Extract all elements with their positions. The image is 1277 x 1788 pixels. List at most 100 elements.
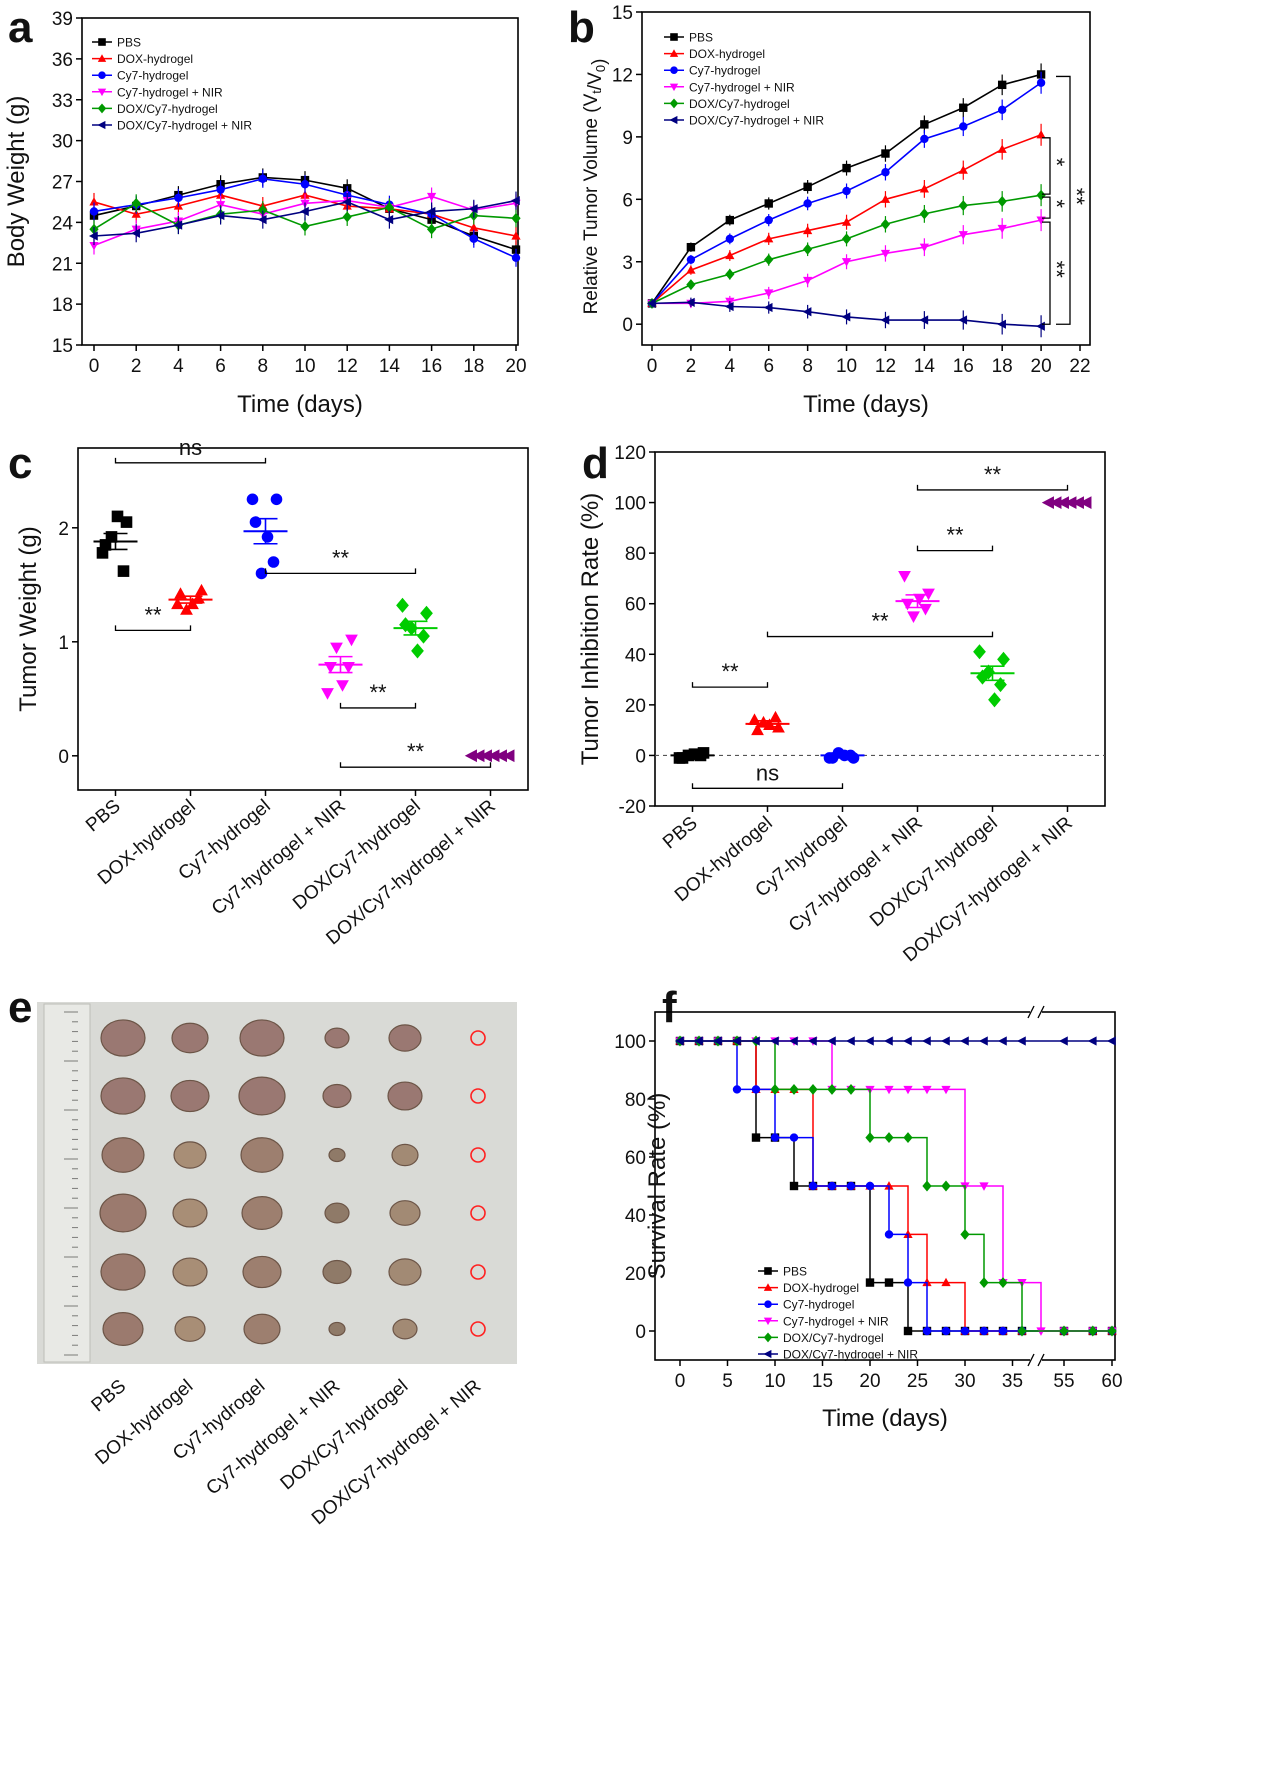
- e-tumor: [171, 1022, 209, 1054]
- c-data-point: [261, 531, 274, 543]
- e-ruler: [43, 1003, 91, 1363]
- b-y-tick-label: 15: [612, 3, 633, 24]
- c-data-point: [420, 605, 433, 621]
- f-data-point: [826, 1036, 836, 1046]
- b-data-point: [841, 258, 852, 267]
- f-data-point: [674, 1036, 684, 1046]
- e-tumor: [241, 1195, 283, 1230]
- f-data-point: [979, 1326, 989, 1336]
- b-y-tick-label: 6: [622, 190, 633, 211]
- f-data-point: [712, 1036, 722, 1046]
- c-significance-bracket: [114, 625, 192, 632]
- a-x-tick-label: 0: [89, 356, 100, 377]
- f-data-point: [902, 1036, 912, 1046]
- a-y-tick-label: 18: [52, 295, 73, 316]
- b-significance-label: **: [1044, 261, 1069, 279]
- a-data-point: [511, 231, 521, 240]
- b-data-point: [997, 319, 1006, 329]
- a-data-point: [300, 180, 310, 189]
- f-data-point: [731, 1036, 741, 1046]
- a-data-point: [510, 195, 520, 206]
- a-y-axis-label: Body Weight (g): [3, 96, 30, 268]
- d-y-tick-label: 0: [635, 746, 646, 767]
- b-data-point: [841, 233, 852, 245]
- f-data-point: [693, 1036, 703, 1046]
- b-data-point: [997, 144, 1007, 153]
- e-tumor: [173, 1141, 207, 1169]
- b-data-point: [764, 254, 774, 266]
- panel-d-inhibition-rate-chart: d -20 0 20 40 60 80 100 120 Tumor Inhibition Rate…: [577, 439, 1106, 966]
- f-data-point: [941, 1180, 951, 1192]
- b-y-axis-label-part: ): [589, 59, 610, 65]
- e-tumor: [328, 1147, 346, 1163]
- c-data-point: [117, 565, 130, 577]
- d-data-point: [919, 603, 932, 616]
- f-x-tick-label: 0: [675, 1371, 686, 1392]
- a-data-point: [469, 234, 478, 243]
- f-x-tick-label: 35: [1002, 1371, 1023, 1392]
- f-data-point: [789, 1083, 799, 1095]
- a-data-point: [468, 204, 478, 214]
- f-data-point: [1088, 1325, 1098, 1337]
- e-empty-marker: [470, 1321, 486, 1337]
- c-significance-bracket: [339, 702, 417, 709]
- b-legend-label: PBS: [689, 31, 713, 45]
- panel-label: e: [8, 983, 32, 1032]
- f-data-point: [808, 1083, 818, 1095]
- d-significance-bracket: [691, 783, 844, 789]
- a-x-tick-label: 16: [421, 356, 442, 377]
- c-data-point: [270, 493, 283, 506]
- a-legend-label: DOX/Cy7-hydrogel + NIR: [117, 119, 252, 133]
- b-data-point: [997, 80, 1007, 90]
- e-tumor: [392, 1318, 418, 1340]
- e-tumor: [170, 1079, 210, 1113]
- a-legend-marker: [98, 71, 106, 79]
- e-empty-marker: [470, 1088, 486, 1104]
- d-data-point: [907, 611, 920, 624]
- b-legend-marker: [670, 66, 678, 74]
- b-data-point: [958, 200, 968, 212]
- a-x-tick-label: 2: [131, 356, 142, 377]
- f-data-point: [865, 1278, 875, 1287]
- d-plot-frame: [654, 451, 1106, 807]
- f-legend-marker: [764, 1300, 772, 1308]
- f-data-point: [1016, 1036, 1026, 1046]
- f-data-point: [770, 1133, 780, 1142]
- c-data-point: [111, 510, 124, 523]
- f-data-point: [770, 1083, 780, 1095]
- e-tumor: [174, 1316, 206, 1342]
- f-data-point: [1107, 1325, 1117, 1337]
- f-data-point: [884, 1230, 894, 1239]
- a-legend-marker: [97, 120, 106, 130]
- b-data-point: [997, 105, 1007, 115]
- panel-label: b: [568, 3, 595, 52]
- a-legend-label: PBS: [117, 36, 141, 50]
- c-data-point: [255, 567, 268, 580]
- f-survival-line: [680, 1040, 1112, 1332]
- panel-label: d: [582, 439, 609, 488]
- f-x-tick-label: 20: [859, 1371, 880, 1392]
- a-data-point: [469, 222, 479, 232]
- a-data-point: [131, 197, 141, 209]
- f-data-point: [903, 1132, 913, 1144]
- a-data-point: [426, 206, 436, 217]
- a-x-tick-label: 20: [505, 356, 526, 377]
- f-data-point: [979, 1182, 989, 1191]
- a-data-point: [342, 211, 352, 223]
- f-data-point: [769, 1036, 779, 1046]
- f-x-tick-label: 25: [907, 1371, 928, 1392]
- d-y-tick-label: 80: [625, 544, 646, 565]
- a-data-point: [258, 204, 268, 216]
- b-significance-label: *: [1044, 158, 1069, 167]
- d-data-point: [982, 664, 995, 680]
- a-x-tick-label: 14: [379, 356, 401, 377]
- b-x-tick-label: 12: [875, 356, 896, 377]
- e-column-label: DOX/Cy7-hydrogel: [277, 1376, 413, 1495]
- b-data-point: [803, 243, 813, 255]
- d-data-point: [676, 752, 689, 764]
- d-y-axis-label: Tumor Inhibition Rate (%): [577, 493, 604, 766]
- f-legend-label: DOX/Cy7-hydrogel: [783, 1331, 884, 1345]
- f-y-tick-label: 60: [625, 1148, 646, 1169]
- a-data-point: [300, 221, 310, 232]
- d-data-point: [988, 692, 1001, 708]
